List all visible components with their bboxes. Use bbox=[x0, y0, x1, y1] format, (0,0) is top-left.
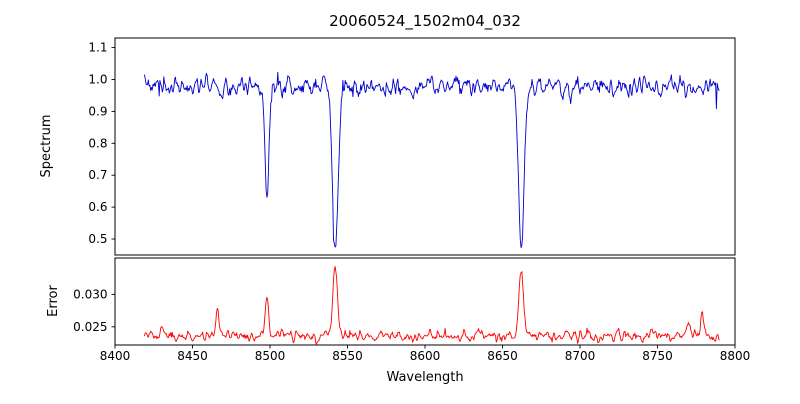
error-line bbox=[143, 265, 720, 345]
x-tick-label: 8700 bbox=[565, 349, 596, 363]
x-axis-label: Wavelength bbox=[386, 370, 463, 385]
x-tick-label: 8800 bbox=[720, 349, 751, 363]
x-tick-label: 8550 bbox=[332, 349, 363, 363]
spectrum-line bbox=[143, 71, 720, 249]
chart-title: 20060524_1502m04_032 bbox=[329, 12, 521, 31]
y-axis-label-spectrum: Spectrum bbox=[39, 115, 54, 178]
y-tick-label: 1.0 bbox=[88, 72, 107, 86]
y-tick-label: 0.7 bbox=[88, 168, 107, 182]
x-tick-label: 8500 bbox=[255, 349, 286, 363]
series-layer bbox=[143, 71, 720, 345]
y-tick-label: 0.9 bbox=[88, 104, 107, 118]
x-tick-label: 8400 bbox=[100, 349, 131, 363]
y-tick-label: 0.025 bbox=[73, 320, 107, 334]
y-axis-label-error: Error bbox=[46, 285, 61, 317]
panel-border-spectrum bbox=[114, 37, 736, 256]
x-tick-label: 8750 bbox=[642, 349, 673, 363]
y-tick-label: 0.5 bbox=[88, 232, 107, 246]
x-tick-label: 8450 bbox=[177, 349, 208, 363]
axes-layer: 0.5 0.6 0.7 0.8 0.9 1.0 1.1 0.025 0.030 8400 8450 8… bbox=[73, 37, 751, 363]
x-tick-label: 8650 bbox=[487, 349, 518, 363]
y-tick-label: 1.1 bbox=[88, 41, 107, 55]
panel-border-error bbox=[114, 257, 736, 346]
y-tick-label: 0.8 bbox=[88, 136, 107, 150]
x-tick-label: 8600 bbox=[410, 349, 441, 363]
y-tick-label: 0.6 bbox=[88, 200, 107, 214]
y-tick-label: 0.030 bbox=[73, 287, 107, 301]
